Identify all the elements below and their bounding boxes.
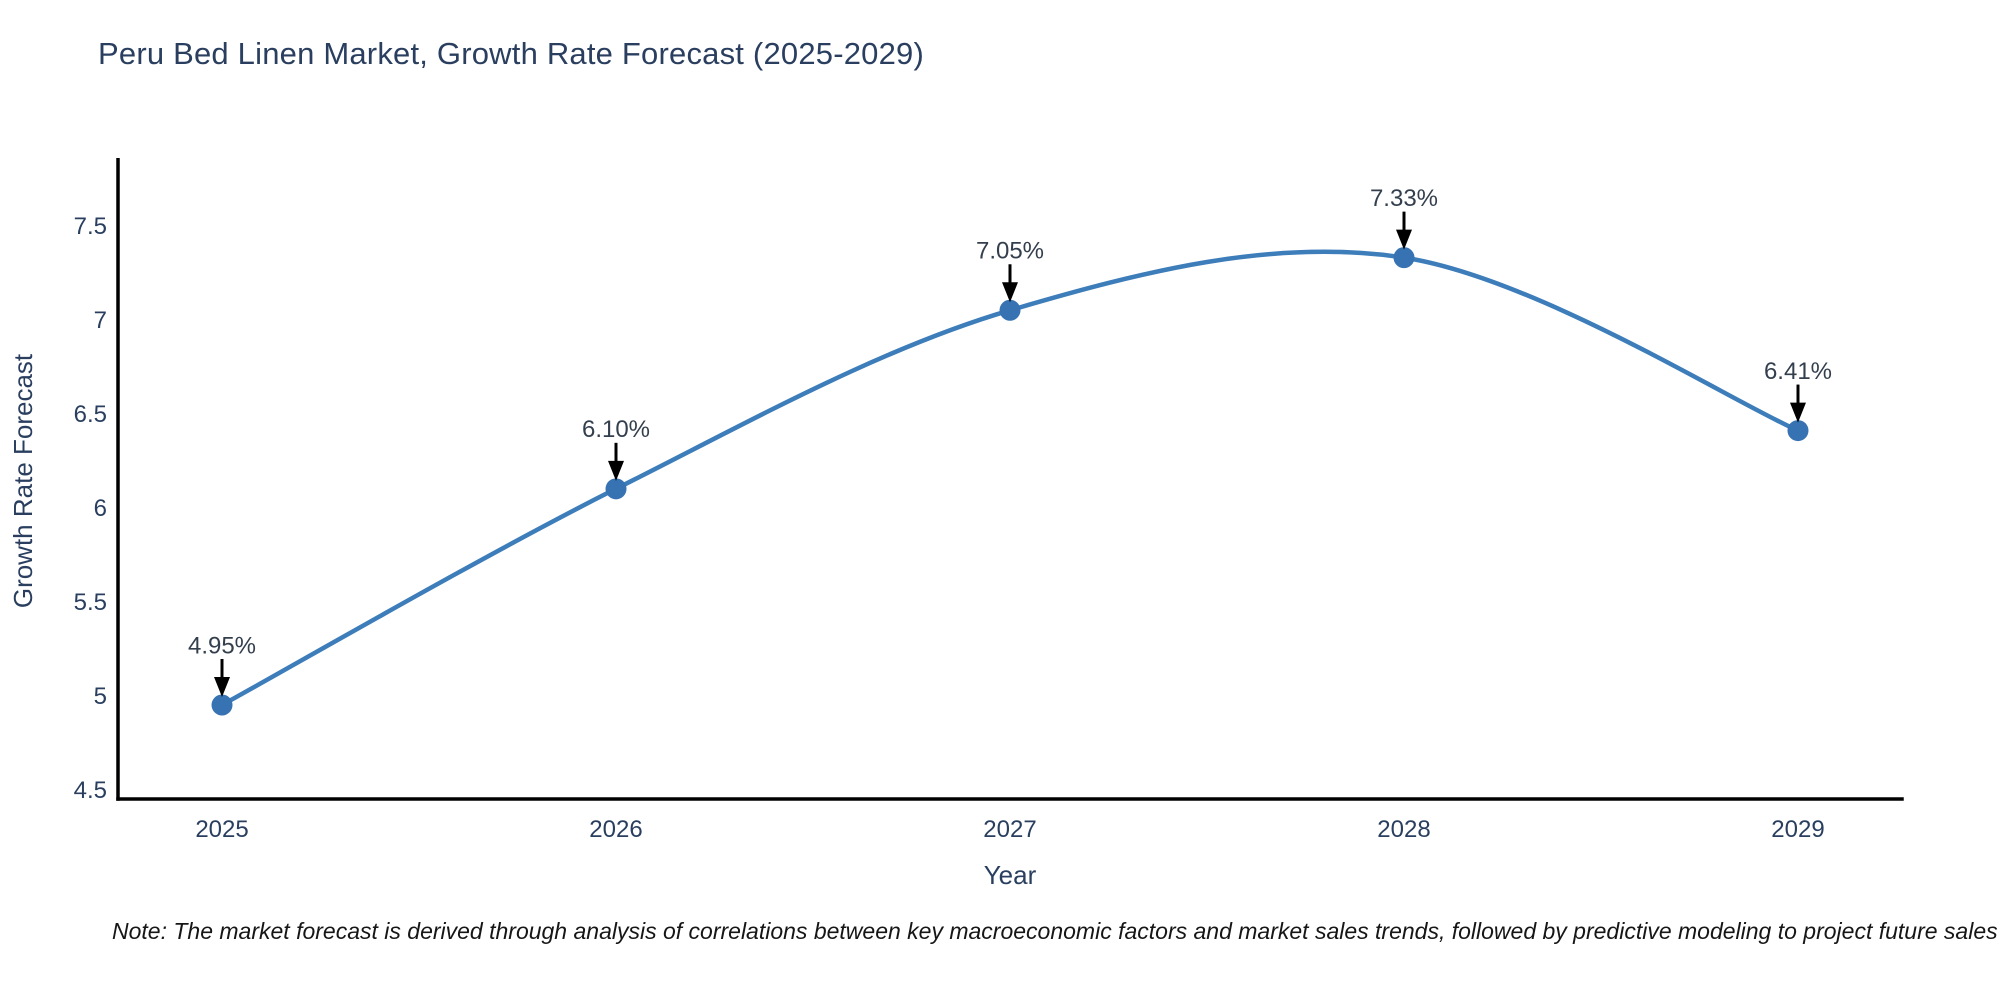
annotation-label: 6.41% — [1764, 358, 1832, 385]
data-point-2027[interactable] — [999, 299, 1021, 321]
x-tick-label: 2025 — [195, 816, 248, 843]
y-tick-label: 7.5 — [74, 213, 107, 240]
footnote: Note: The market forecast is derived thr… — [112, 918, 1998, 944]
annotation-label: 7.05% — [976, 238, 1044, 265]
y-tick-label: 6.5 — [74, 401, 107, 428]
data-point-2028[interactable] — [1393, 247, 1415, 269]
chart-title: Peru Bed Linen Market, Growth Rate Forec… — [98, 36, 925, 71]
x-tick-label: 2027 — [983, 816, 1036, 843]
y-axis-title: Growth Rate Forecast — [8, 353, 38, 609]
y-tick-label: 7 — [94, 307, 107, 334]
x-tick-label: 2029 — [1771, 816, 1824, 843]
x-axis-title: Year — [983, 860, 1037, 890]
y-tick-label: 4.5 — [74, 777, 107, 804]
annotation-arrowhead-icon — [1789, 402, 1806, 423]
x-tick-label: 2026 — [589, 816, 642, 843]
annotation-arrowhead-icon — [214, 677, 231, 698]
y-tick-label: 6 — [94, 495, 107, 522]
x-tick-label: 2028 — [1377, 816, 1430, 843]
annotation-arrowhead-icon — [608, 460, 625, 481]
data-point-2026[interactable] — [605, 478, 627, 500]
annotation-label: 6.10% — [582, 416, 650, 443]
y-tick-label: 5.5 — [74, 589, 107, 616]
annotation-arrowhead-icon — [1002, 282, 1018, 303]
annotation-label: 4.95% — [188, 632, 256, 659]
y-tick-label: 5 — [94, 683, 107, 710]
data-point-2025[interactable] — [211, 694, 233, 716]
annotation-label: 7.33% — [1370, 185, 1438, 212]
data-point-2029[interactable] — [1787, 420, 1809, 442]
annotation-arrowhead-icon — [1395, 229, 1412, 250]
